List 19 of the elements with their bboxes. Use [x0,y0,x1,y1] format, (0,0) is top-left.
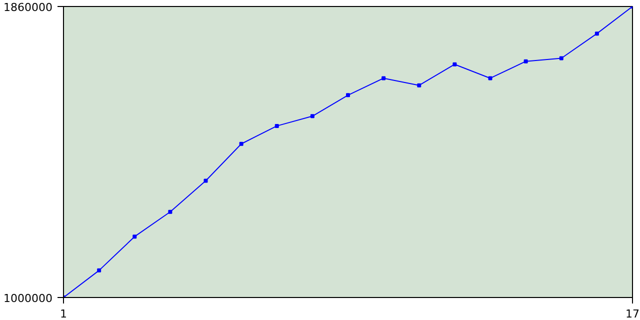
point [382,76,386,80]
y-tick-label: 1860000 [4,1,53,14]
point [524,59,528,64]
point [417,83,422,88]
y-tick-label: 1000000 [4,292,53,305]
point [132,234,137,239]
point [168,210,172,214]
point [97,268,102,272]
point [204,178,208,183]
point [346,93,350,98]
point [594,32,599,36]
point [452,62,457,66]
point [488,76,492,80]
point [239,142,244,146]
x-tick-label: 1 [60,308,67,320]
point [310,114,314,118]
point [559,56,564,60]
x-tick-label: 17 [626,308,640,320]
point [274,124,279,128]
